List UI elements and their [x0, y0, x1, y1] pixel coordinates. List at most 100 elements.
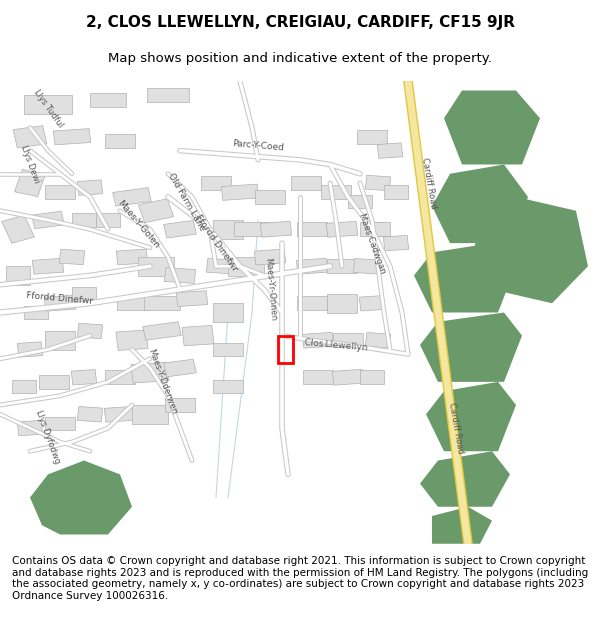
Bar	[17, 342, 43, 357]
Bar	[357, 130, 387, 144]
Text: 2, CLOS LLEWELLYN, CREIGIAU, CARDIFF, CF15 9JR: 2, CLOS LLEWELLYN, CREIGIAU, CARDIFF, CF…	[86, 15, 515, 30]
Bar	[360, 222, 384, 236]
Text: Cardiff Road: Cardiff Road	[420, 157, 438, 209]
Polygon shape	[426, 382, 516, 451]
Bar	[353, 259, 379, 274]
Bar	[59, 249, 85, 265]
Text: Llys Dyfodwg: Llys Dyfodwg	[34, 409, 62, 466]
Polygon shape	[30, 461, 132, 534]
Bar	[260, 221, 292, 237]
Bar	[139, 199, 173, 222]
Bar	[384, 185, 408, 199]
Text: Clos Llewellyn: Clos Llewellyn	[304, 338, 368, 352]
Bar	[132, 405, 168, 424]
Bar	[291, 176, 321, 190]
Bar	[296, 258, 328, 274]
Bar	[377, 143, 403, 158]
Polygon shape	[420, 451, 510, 507]
Text: Ffordd Dinefwr: Ffordd Dinefwr	[26, 291, 94, 306]
Bar	[90, 92, 126, 107]
Bar	[333, 333, 363, 348]
Bar	[332, 369, 364, 385]
Bar	[105, 134, 135, 148]
Bar	[201, 176, 231, 190]
Bar	[302, 332, 334, 348]
Bar	[32, 211, 64, 229]
Text: Parc-Y-Coed: Parc-Y-Coed	[232, 139, 284, 152]
Bar	[116, 330, 148, 351]
Bar	[105, 370, 135, 384]
Text: Cardiff Road: Cardiff Road	[447, 402, 465, 454]
Bar	[213, 303, 243, 322]
Bar	[96, 213, 120, 227]
Bar	[234, 222, 270, 236]
Text: Old Farm Lane: Old Farm Lane	[166, 171, 206, 232]
Bar	[13, 126, 47, 148]
Text: Contains OS data © Crown copyright and database right 2021. This information is : Contains OS data © Crown copyright and d…	[12, 556, 588, 601]
Polygon shape	[468, 197, 588, 303]
Bar	[113, 188, 151, 206]
Bar	[213, 342, 243, 356]
Bar	[255, 190, 285, 204]
Bar	[321, 185, 351, 199]
Bar	[326, 221, 358, 237]
Bar	[17, 421, 43, 436]
Bar	[45, 185, 75, 199]
Bar	[45, 331, 75, 349]
Bar	[131, 362, 169, 383]
Text: Maes-Y-Dderwen: Maes-Y-Dderwen	[146, 348, 178, 416]
Bar	[327, 294, 357, 312]
Bar	[228, 257, 264, 276]
Polygon shape	[414, 243, 516, 312]
Bar	[24, 95, 72, 114]
Polygon shape	[420, 312, 522, 382]
Bar	[327, 259, 357, 273]
Bar	[77, 406, 103, 422]
Bar	[2, 215, 34, 243]
Text: Maes Cadwgan: Maes Cadwgan	[357, 212, 387, 274]
Bar	[32, 258, 64, 274]
Text: Maes-Y-Golen: Maes-Y-Golen	[115, 199, 161, 251]
Bar	[147, 88, 189, 102]
Bar	[117, 296, 147, 310]
Bar	[365, 175, 391, 191]
Bar	[182, 326, 214, 346]
Text: Llys Dewi: Llys Dewi	[19, 144, 41, 185]
Bar	[116, 249, 148, 265]
Bar	[164, 221, 196, 238]
Text: Ffordd Dinefwr: Ffordd Dinefwr	[193, 213, 239, 273]
Text: Maes-Yr-Onnen: Maes-Yr-Onnen	[263, 258, 277, 321]
Bar	[53, 129, 91, 145]
Bar	[365, 332, 391, 348]
Bar	[165, 398, 195, 412]
Bar	[39, 375, 69, 389]
Bar	[14, 169, 46, 197]
Bar	[143, 322, 181, 340]
Bar	[254, 249, 286, 265]
Bar	[383, 236, 409, 251]
Bar	[213, 379, 243, 394]
Text: Llys Tudful: Llys Tudful	[32, 88, 64, 130]
Bar	[6, 266, 30, 285]
Bar	[303, 370, 333, 384]
Bar	[71, 369, 97, 385]
Bar	[24, 306, 48, 319]
Polygon shape	[432, 164, 528, 243]
Bar	[12, 379, 36, 394]
Bar	[221, 184, 259, 201]
Text: Map shows position and indicative extent of the property.: Map shows position and indicative extent…	[108, 52, 492, 65]
Polygon shape	[432, 507, 492, 544]
Bar	[277, 336, 293, 363]
Bar	[360, 370, 384, 384]
Bar	[366, 222, 390, 236]
Bar	[164, 359, 196, 377]
Bar	[359, 296, 385, 311]
Bar	[44, 296, 76, 311]
Bar	[206, 258, 238, 274]
Polygon shape	[444, 91, 540, 164]
Bar	[213, 220, 243, 239]
Bar	[297, 296, 327, 310]
Bar	[297, 222, 327, 236]
Bar	[45, 416, 75, 431]
Bar	[348, 194, 372, 209]
